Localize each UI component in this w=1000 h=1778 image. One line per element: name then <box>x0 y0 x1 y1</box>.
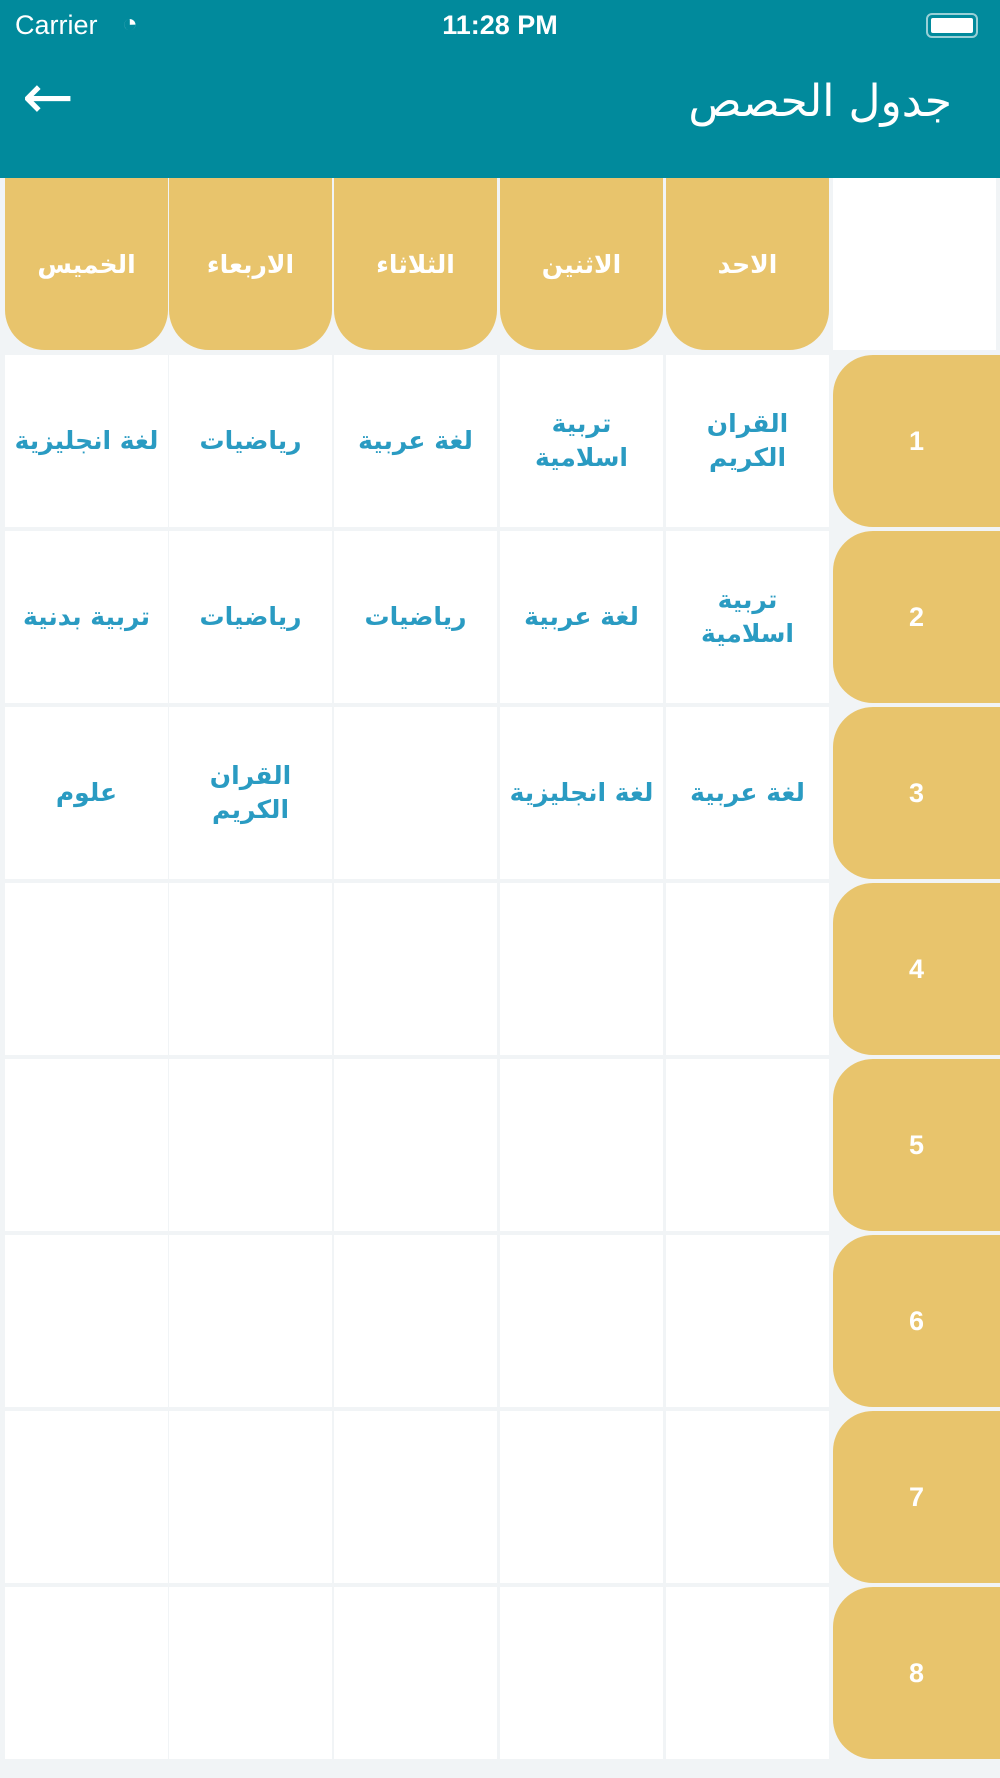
schedule-cell[interactable]: تربية بدنية <box>5 531 168 703</box>
schedule-cell[interactable]: رياضيات <box>169 531 332 703</box>
period-number: 6 <box>833 1235 1000 1407</box>
clock: 11:28 PM <box>442 10 558 40</box>
schedule-cell[interactable] <box>500 883 663 1055</box>
period-number: 4 <box>833 883 1000 1055</box>
period-number: 7 <box>833 1411 1000 1583</box>
schedule-cell[interactable]: القران الكريم <box>666 355 829 527</box>
schedule-cell[interactable]: علوم <box>5 707 168 879</box>
schedule-cell[interactable] <box>169 1059 332 1231</box>
schedule-cell[interactable]: لغة انجليزية <box>500 707 663 879</box>
status-bar: Carrier ◔ 11:28 PM <box>0 8 1000 48</box>
schedule-cell[interactable] <box>5 1587 168 1759</box>
period-number: 5 <box>833 1059 1000 1231</box>
schedule-cell[interactable] <box>334 1587 497 1759</box>
schedule-cell[interactable] <box>500 1411 663 1583</box>
carrier-label: Carrier <box>15 10 98 40</box>
schedule-cell[interactable] <box>334 1411 497 1583</box>
battery-icon <box>926 13 978 38</box>
schedule-cell[interactable]: لغة انجليزية <box>5 355 168 527</box>
schedule-cell[interactable] <box>500 1235 663 1407</box>
schedule-cell[interactable]: القران الكريم <box>169 707 332 879</box>
schedule-cell[interactable] <box>334 707 497 879</box>
day-header: الثلاثاء <box>334 178 497 350</box>
corner-cell <box>833 178 996 350</box>
day-header: الاثنين <box>500 178 663 350</box>
schedule-cell[interactable] <box>169 1587 332 1759</box>
schedule-cell[interactable] <box>666 1587 829 1759</box>
schedule-cell[interactable] <box>666 1235 829 1407</box>
page-title: جدول الحصص <box>688 76 952 127</box>
schedule-cell[interactable] <box>5 1411 168 1583</box>
day-header: الاربعاء <box>169 178 332 350</box>
day-header: الخميس <box>5 178 168 350</box>
period-number: 3 <box>833 707 1000 879</box>
schedule-cell[interactable] <box>666 1411 829 1583</box>
schedule-cell[interactable] <box>169 1411 332 1583</box>
schedule-cell[interactable] <box>334 1059 497 1231</box>
schedule-cell[interactable] <box>169 1235 332 1407</box>
schedule-cell[interactable] <box>666 883 829 1055</box>
arrow-left-icon: ← <box>22 60 74 133</box>
schedule-cell[interactable] <box>5 883 168 1055</box>
schedule-cell[interactable] <box>500 1587 663 1759</box>
schedule-cell[interactable] <box>334 1235 497 1407</box>
period-number: 1 <box>833 355 1000 527</box>
period-number: 2 <box>833 531 1000 703</box>
schedule-cell[interactable]: تربية اسلامية <box>666 531 829 703</box>
back-button[interactable]: ← <box>22 62 74 132</box>
schedule-cell[interactable]: رياضيات <box>334 531 497 703</box>
schedule-cell[interactable]: تربية اسلامية <box>500 355 663 527</box>
schedule-cell[interactable] <box>169 883 332 1055</box>
day-header: الاحد <box>666 178 829 350</box>
schedule-cell[interactable] <box>666 1059 829 1231</box>
app-header: Carrier ◔ 11:28 PM ← جدول الحصص <box>0 0 1000 178</box>
wifi-icon: ◔ <box>122 8 138 38</box>
schedule-cell[interactable]: لغة عربية <box>500 531 663 703</box>
schedule-cell[interactable]: رياضيات <box>169 355 332 527</box>
schedule-cell[interactable]: لغة عربية <box>334 355 497 527</box>
period-number: 8 <box>833 1587 1000 1759</box>
schedule-cell[interactable] <box>5 1235 168 1407</box>
schedule-cell[interactable] <box>500 1059 663 1231</box>
schedule-cell[interactable] <box>5 1059 168 1231</box>
schedule-cell[interactable] <box>334 883 497 1055</box>
schedule-cell[interactable]: لغة عربية <box>666 707 829 879</box>
